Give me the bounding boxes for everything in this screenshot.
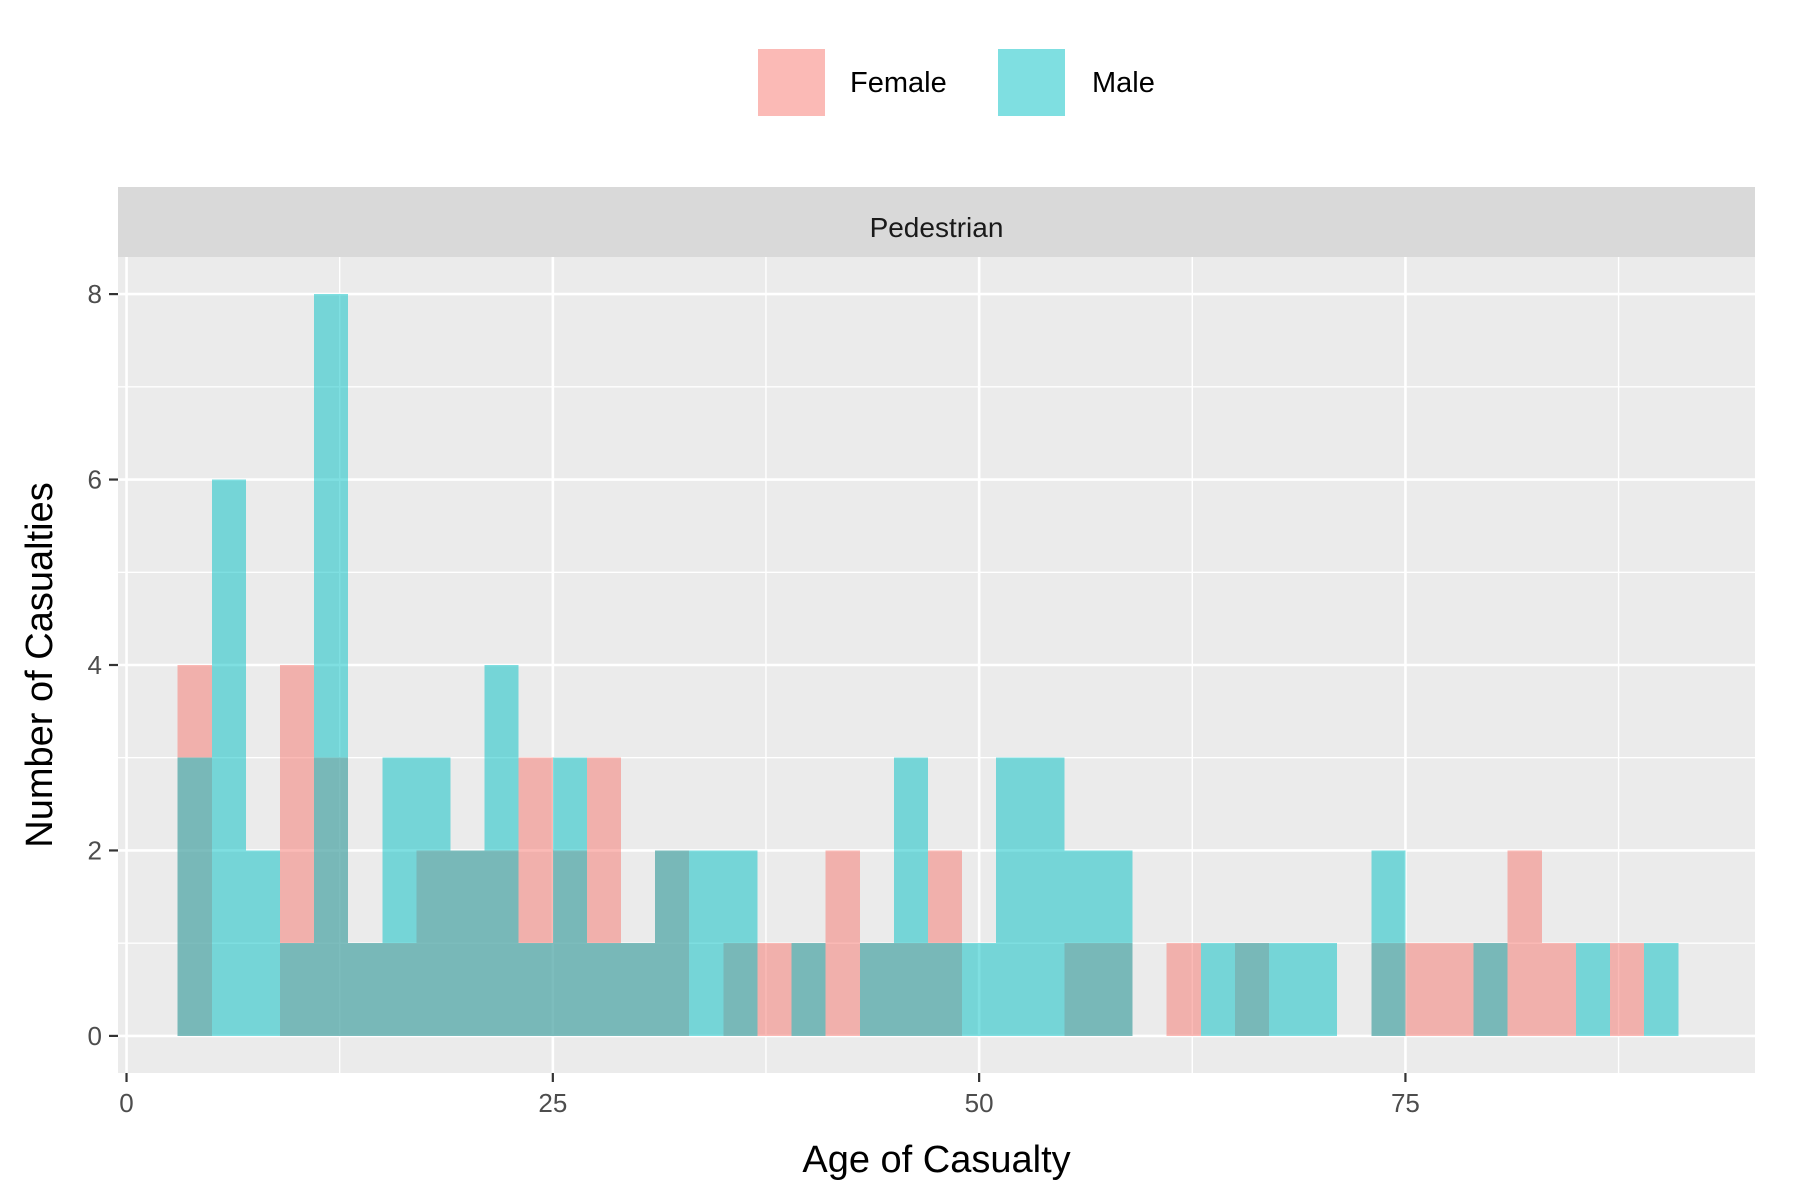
x-axis-title: Age of Casualty <box>802 1139 1070 1181</box>
bar-male <box>1098 850 1133 1036</box>
bar-male <box>1371 850 1406 1036</box>
x-tick-label: 25 <box>538 1088 567 1118</box>
bar-male <box>621 943 656 1036</box>
bar-male <box>927 943 963 1036</box>
bar-male <box>586 943 622 1036</box>
bar-male <box>655 850 690 1036</box>
bar-male <box>723 850 758 1036</box>
bar-male <box>1575 943 1611 1036</box>
bar-female <box>1507 850 1542 1036</box>
bar-female <box>1610 943 1645 1036</box>
bar-male <box>1303 943 1338 1036</box>
bar-male <box>689 850 724 1036</box>
y-axis-title: Number of Casualties <box>19 482 61 847</box>
legend-key-male <box>996 47 1067 118</box>
bar-female <box>1541 943 1576 1036</box>
bar-male <box>1200 943 1235 1036</box>
bar-male <box>893 757 928 1036</box>
x-axis: 0 25 50 75 <box>119 1073 1420 1118</box>
facet-strip-label: Pedestrian <box>870 212 1004 243</box>
x-tick-label: 0 <box>119 1088 133 1118</box>
bar-male <box>450 850 485 1036</box>
bar-male <box>245 850 280 1036</box>
bar-male <box>314 294 349 1036</box>
y-tick-label: 6 <box>88 465 102 495</box>
bar-female <box>757 943 792 1036</box>
bar-male <box>416 757 451 1036</box>
bar-male <box>518 943 553 1036</box>
bar-male <box>1644 943 1679 1036</box>
x-tick-label: 50 <box>965 1088 994 1118</box>
bar-male <box>1064 850 1099 1036</box>
bar-male <box>1269 943 1304 1036</box>
y-axis: 0 2 4 6 8 <box>88 279 118 1051</box>
legend-key-female <box>756 47 827 118</box>
bar-male <box>348 943 383 1036</box>
legend-label-female: Female <box>850 67 947 99</box>
bar-male <box>279 943 315 1036</box>
bar-female <box>1405 943 1440 1036</box>
bar-male <box>791 943 826 1036</box>
bar-male <box>1473 943 1508 1036</box>
bar-male <box>962 943 997 1036</box>
bar-male <box>484 665 519 1036</box>
bar-male <box>1234 943 1270 1036</box>
bar-male <box>177 757 212 1036</box>
y-tick-label: 2 <box>88 835 102 865</box>
bar-female <box>1439 943 1474 1036</box>
y-tick-label: 4 <box>88 650 102 680</box>
bar-male <box>996 757 1031 1036</box>
x-tick-label: 75 <box>1391 1088 1420 1118</box>
y-tick-label: 0 <box>88 1021 102 1051</box>
bar-female <box>825 850 860 1036</box>
bar-male <box>382 757 417 1036</box>
histogram-bars <box>177 294 1679 1036</box>
legend: Female Male <box>756 47 1155 118</box>
bar-male <box>859 943 894 1036</box>
bar-male <box>552 757 587 1036</box>
bar-male <box>211 479 246 1036</box>
bar-female <box>1166 943 1201 1036</box>
legend-label-male: Male <box>1092 67 1155 99</box>
facet-strip <box>118 187 1755 257</box>
y-tick-label: 8 <box>88 279 102 309</box>
bar-male <box>1030 757 1065 1036</box>
